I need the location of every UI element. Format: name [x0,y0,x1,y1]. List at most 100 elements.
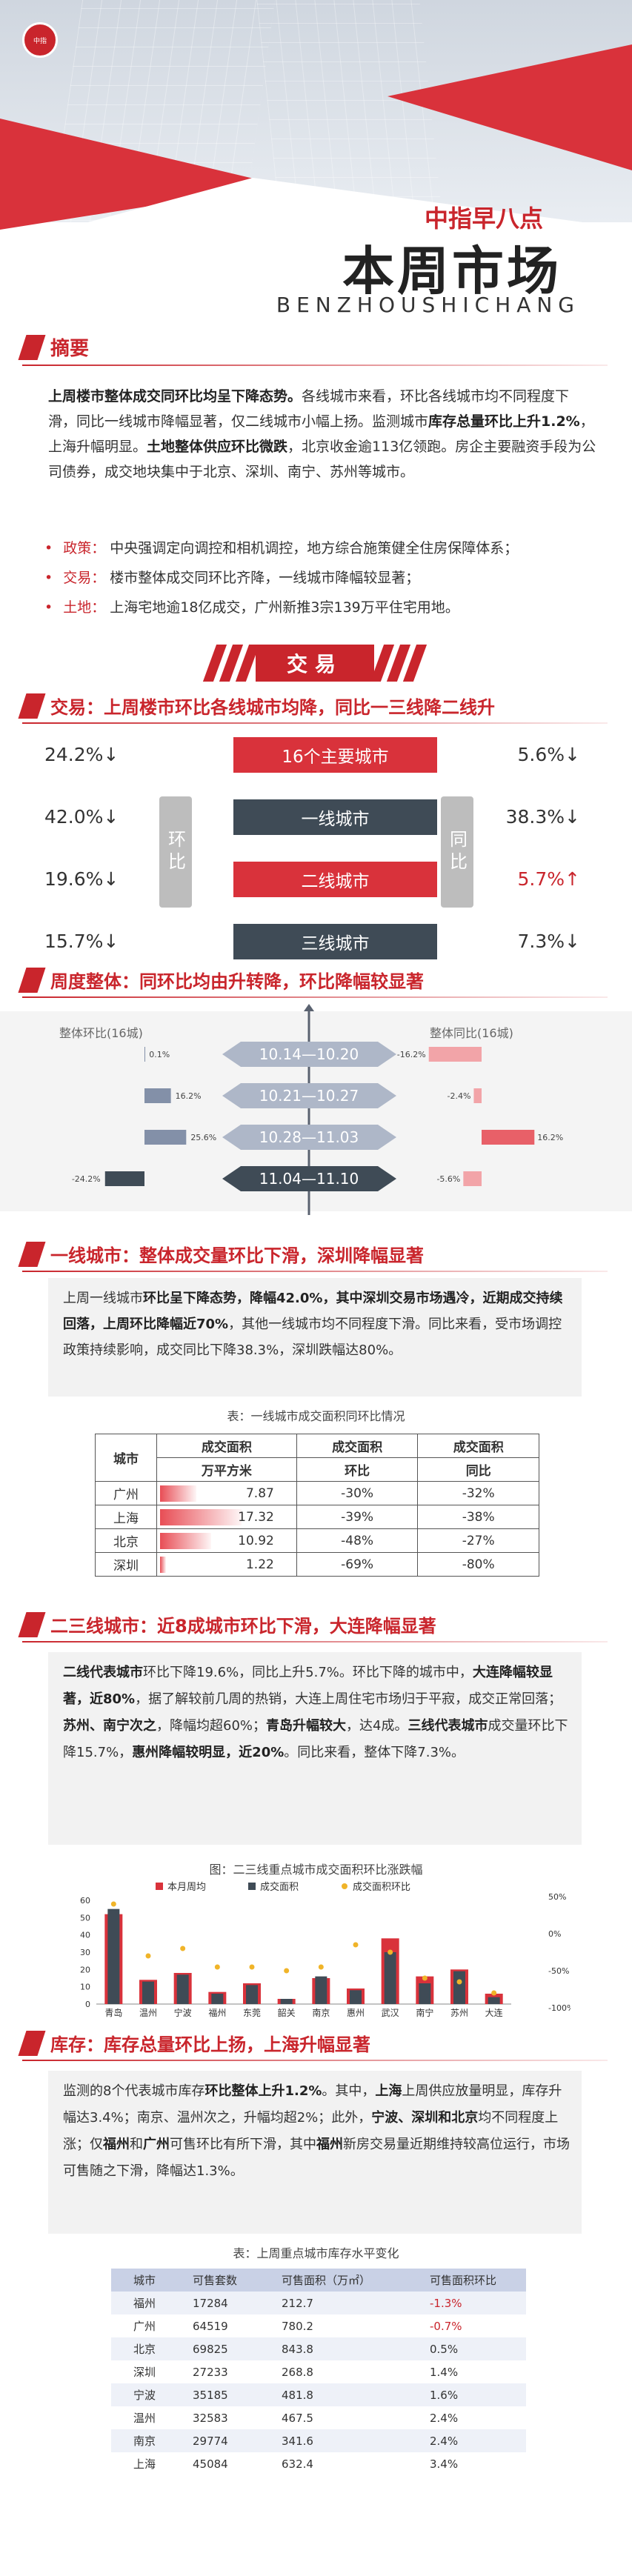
area-value: 10.92 [238,1533,274,1548]
y-tick-left: 0 [85,2000,90,2009]
para-run: 青岛升幅较大 [266,1718,347,1734]
x-tick-label: 惠州 [347,2008,365,2018]
y-tick-left: 10 [80,1983,90,1992]
yoy-cell: -38% [417,1505,539,1529]
point-mom [284,1968,290,1974]
city-cell: 温州 [133,2412,156,2425]
week-pill [222,1125,396,1150]
point-mom [110,1901,116,1907]
para-run: 环比下降19.6%，同比上升5.7%。环比下降的城市中， [143,1665,473,1680]
summary-bullet: • 政策： 中央强调定向调控和相机调控，地方综合施策健全住房保障体系； [44,533,608,563]
th-yoy-top: 成交面积 [417,1434,539,1458]
table-row: 宁波 35185 481.8 1.6% [111,2383,526,2406]
summary-bullets: • 政策： 中央强调定向调控和相机调控，地方综合施策健全住房保障体系； • 交易： 楼市整… [44,533,608,622]
inventory-table: 城市 可售套数 可售面积（万㎡） 可售面积环比 福州 17284 212.7 -1.3… [111,2269,526,2475]
yoy-value: -16.2% [397,1050,426,1059]
city-cell: 深圳 [95,1552,157,1577]
trade-yoy-value: 38.3%↓ [505,806,580,828]
area-bar [159,1485,197,1502]
trade-row: 19.6%↓ 二线城市 5.7%↑ [0,862,632,899]
x-tick-label: 宁波 [174,2007,192,2018]
bar-area [315,1976,327,2004]
area-bar [159,1533,212,1549]
mom-cell: 1.4% [429,2365,459,2379]
area-cell: 780.2 [282,2319,313,2333]
para-run: ，降幅均超60%； [156,1718,267,1734]
area-cell: 1.22 [156,1552,297,1577]
legend-swatch [248,1883,256,1890]
trade-yoy-value: 7.3%↓ [517,931,580,952]
x-tick-label: 南京 [312,2007,330,2018]
tier1-heading: 一线城市：整体成交量环比下滑，深圳降幅显著 [18,1241,424,1267]
logo-icon: 中指 [22,22,58,58]
mom-bar [144,1088,171,1103]
point-mom [318,1964,324,1970]
x-tick-label: 苏州 [450,2008,468,2018]
bullet-label: 土地： [63,599,106,616]
trade-city-tier: 一线城市 [233,799,437,835]
tier1-table: 城市 成交面积 成交面积 成交面积 万平方米 环比 同比 广州 7.87 -30% -… [95,1434,539,1577]
area-cell: 632.4 [282,2457,313,2471]
trade-mom-value: 42.0%↓ [44,806,119,828]
city-cell: 南京 [111,2429,170,2452]
para-run: ，其他一线城市均不同程度下滑。同比来看，受市场调控政策持续影响，成交同比下降38… [63,1317,562,1358]
para-run: 苏州、南宁次之 [63,1718,156,1734]
inv-th-mom: 可售面积环比 [407,2269,526,2292]
bullet-label: 政策： [63,540,106,556]
th-mom-top: 成交面积 [296,1434,419,1458]
trade-mom-value: 19.6%↓ [44,868,119,890]
bar-area [419,1983,431,2004]
city-cell: 广州 [95,1481,157,1505]
city-cell: 广州 [133,2320,156,2333]
tier1-paragraph: 上周一线城市环比呈下降态势，降幅42.0%，其中深圳交易市场遇冷，近期成交持续回… [63,1285,574,1363]
bullet-text: 中央强调定向调控和相机调控，地方综合施策健全住房保障体系； [110,540,519,556]
summary-bullet: • 土地： 上海宅地逾18亿成交，广州新推3宗139万平住宅用地。 [44,593,608,622]
red-triangle-right [387,44,632,170]
city-cell: 北京 [111,2337,170,2360]
th-area: 成交面积 [156,1434,297,1458]
tier23-chart: 本月周均 成交面积 成交面积环比 60 50 40 30 20 10 0 50% 0% -50% -100… [80,1881,571,2018]
trade-row: 42.0%↓ 一线城市 38.3%↓ [0,799,632,836]
yoy-value: -5.6% [436,1174,460,1184]
summary-heading: 摘要 [18,333,89,361]
area-bar [159,1509,242,1525]
mom-cell: 2.4% [407,2429,526,2452]
x-tick-label: 东莞 [243,2008,261,2018]
mom-cell: -0.7% [429,2319,462,2333]
point-mom [180,1946,186,1951]
mom-cell: -48% [296,1528,419,1553]
mom-bar [104,1171,144,1186]
area-cell: 17.32 [156,1505,297,1529]
para-run: 环比呈下降态势，降幅42.0%，其中深圳交易市场遇冷，近期成交持续回落，上周环比… [63,1291,563,1332]
week-label: 10.28—11.03 [259,1128,359,1146]
bullet-dot: • [44,540,53,556]
y-tick-right: 0% [548,1929,561,1939]
yoy-label: 同比 [441,796,473,908]
para-run: 各线城市来看，环比各线城市均不同程度下滑，同比一线城市降幅显著，仅二线城市小幅上… [48,388,570,430]
bar-area [142,1981,154,2004]
bullet-dot: • [44,599,53,616]
para-run: ，北京收金逾113亿领跑。房企主要融资手段为公司债券，成交地块集中于北京、深圳、… [48,439,596,480]
bar-area [488,1997,500,2004]
para-run: 惠州降幅较明显，近20% [132,1745,285,1760]
bar-area [211,1994,224,2004]
trade-row: 24.2%↓ 16个主要城市 5.6%↓ [0,737,632,774]
inventory-table-title: 表：上周重点城市库存水平变化 [233,2246,399,2260]
trade-yoy-value: 5.7%↑ [517,868,580,890]
tier23-heading: 二三线城市：近8成城市环比下滑，大连降幅显著 [18,1611,436,1637]
week-label: 10.21—10.27 [259,1087,359,1105]
para-run: 大连降幅较显著，近80% [63,1665,553,1707]
legend-label: 成交面积 [260,1881,299,1893]
point-mom [456,1979,462,1985]
city-cell: 福州 [111,2292,170,2314]
para-run: 可售环比有所下滑，其中 [170,2137,316,2152]
week-label: 11.04—11.10 [259,1170,359,1188]
legend-swatch [156,1883,163,1890]
inventory-heading: 库存：库存总量环比上扬，上海升幅显著 [18,2030,370,2056]
y-tick-left: 40 [80,1931,90,1940]
area-cell: 481.8 [259,2383,408,2406]
bar-area [384,1952,396,2004]
table-row: 上海 45084 632.4 3.4% [111,2452,526,2475]
para-run: ，据了解较前几周的热销，大连上周住宅市场归于平寂，成交正常回落； [135,1691,562,1707]
